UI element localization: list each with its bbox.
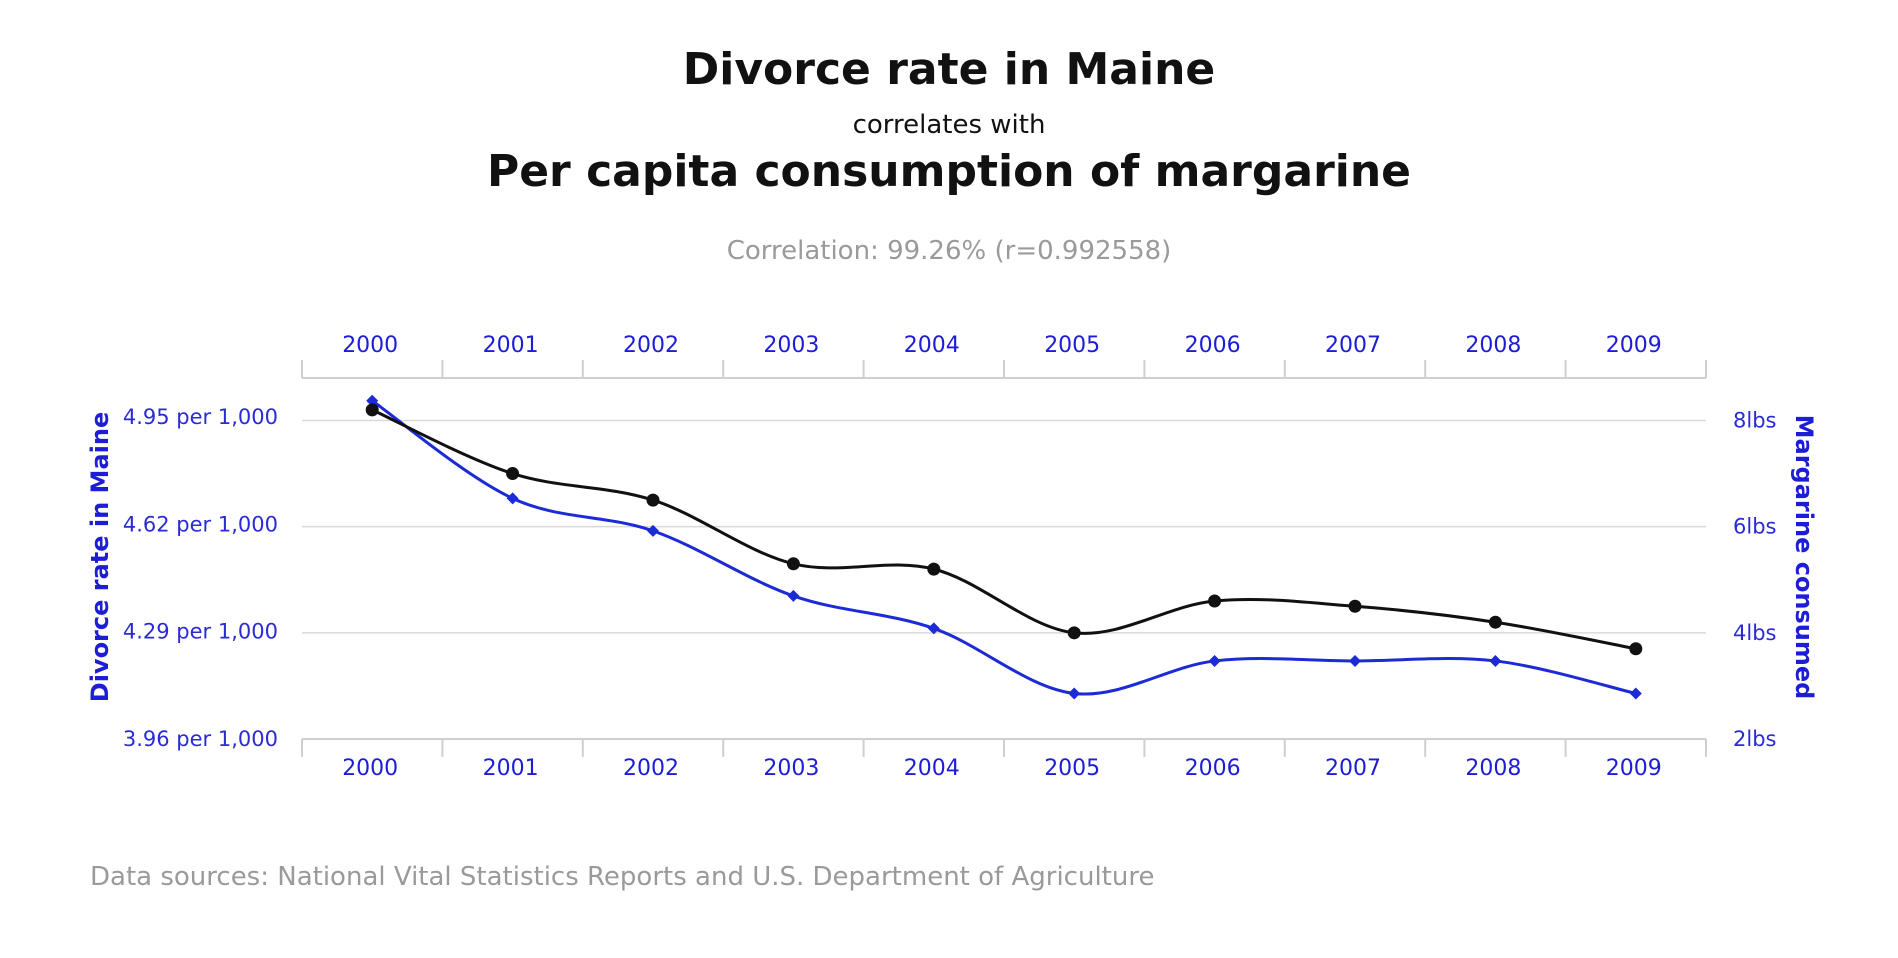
x-tick-top-2005: 2005 [1044, 333, 1100, 358]
x-tick-top-2006: 2006 [1185, 333, 1241, 358]
y-axis-left-label: Divorce rate in Maine [86, 412, 114, 702]
chart-subtitle-connector: correlates with [852, 110, 1046, 140]
chart-title: Divorce rate in Maine [682, 44, 1216, 95]
series-line-right [371, 408, 1637, 651]
point-left-2009 [1629, 687, 1642, 700]
x-axis-bottom: 2000 2001 2002 2003 2004 2005 2006 2007 2008 2009 [342, 756, 1662, 781]
x-tick-top-2008: 2008 [1465, 333, 1521, 358]
point-left-2007 [1349, 654, 1361, 667]
y-left-tick-0: 4.95 per 1,000 [123, 405, 278, 429]
point-left-2002 [647, 524, 659, 537]
point-right-2002 [646, 493, 660, 507]
x-tick-bottom-2007: 2007 [1325, 756, 1381, 781]
x-tick-top-2009: 2009 [1606, 333, 1662, 358]
x-tick-top-2007: 2007 [1325, 333, 1381, 358]
point-left-2008 [1489, 654, 1502, 667]
x-tick-bottom-2009: 2009 [1606, 756, 1662, 781]
y-left-tick-3: 3.96 per 1,000 [123, 727, 278, 751]
y-right-tick-3: 2lbs [1733, 727, 1776, 751]
x-tick-bottom-2002: 2002 [623, 756, 679, 781]
point-right-2008 [1488, 615, 1502, 629]
x-tick-bottom-2000: 2000 [342, 756, 398, 781]
point-left-2001 [506, 492, 519, 505]
y-left-tick-1: 4.62 per 1,000 [123, 512, 278, 536]
point-left-2005 [1068, 687, 1081, 700]
correlation-label: Correlation: 99.26% (r=0.992558) [726, 236, 1172, 266]
point-left-2006 [1208, 654, 1221, 667]
data-source-note: Data sources: National Vital Statistics … [90, 862, 1155, 892]
x-tick-top-2000: 2000 [342, 333, 398, 358]
point-right-2001 [506, 467, 520, 481]
point-right-2004 [927, 562, 941, 576]
y-left-tick-2: 4.29 per 1,000 [123, 620, 278, 644]
point-right-2003 [786, 557, 800, 571]
y-right-tick-0: 8lbs [1733, 408, 1776, 432]
point-left-2000 [366, 394, 379, 407]
series-layer [365, 394, 1643, 700]
point-right-2005 [1067, 626, 1081, 640]
point-right-2007 [1348, 599, 1362, 613]
chart-title-2: Per capita consumption of margarine [486, 146, 1412, 197]
point-left-2004 [927, 622, 940, 635]
series-line-left [371, 399, 1637, 696]
x-tick-bottom-2004: 2004 [904, 756, 960, 781]
point-right-2009 [1629, 642, 1643, 656]
x-tick-bottom-2005: 2005 [1044, 756, 1100, 781]
x-tick-top-2004: 2004 [904, 333, 960, 358]
x-tick-top-2002: 2002 [623, 333, 679, 358]
grid-lines [302, 419, 1706, 634]
point-right-2006 [1208, 594, 1222, 608]
y-right-tick-2: 4lbs [1733, 621, 1776, 645]
y-axis-right: 8lbs 6lbs 4lbs 2lbs [1733, 408, 1776, 751]
x-tick-top-2001: 2001 [483, 333, 539, 358]
y-axis-right-label: Margarine consumed [1790, 415, 1818, 700]
y-axis-left: 4.95 per 1,000 4.62 per 1,000 4.29 per 1,0… [123, 405, 278, 751]
x-tick-top-2003: 2003 [763, 333, 819, 358]
x-axis-top: 2000 2001 2002 2003 2004 2005 2006 2007 2008 2009 [342, 333, 1662, 358]
x-tick-bottom-2003: 2003 [763, 756, 819, 781]
point-left-2003 [787, 589, 800, 602]
axes [301, 360, 1707, 757]
x-tick-bottom-2001: 2001 [483, 756, 539, 781]
x-tick-bottom-2008: 2008 [1465, 756, 1521, 781]
point-right-2000 [365, 403, 379, 417]
y-right-tick-1: 6lbs [1733, 515, 1776, 539]
x-tick-bottom-2006: 2006 [1185, 756, 1241, 781]
